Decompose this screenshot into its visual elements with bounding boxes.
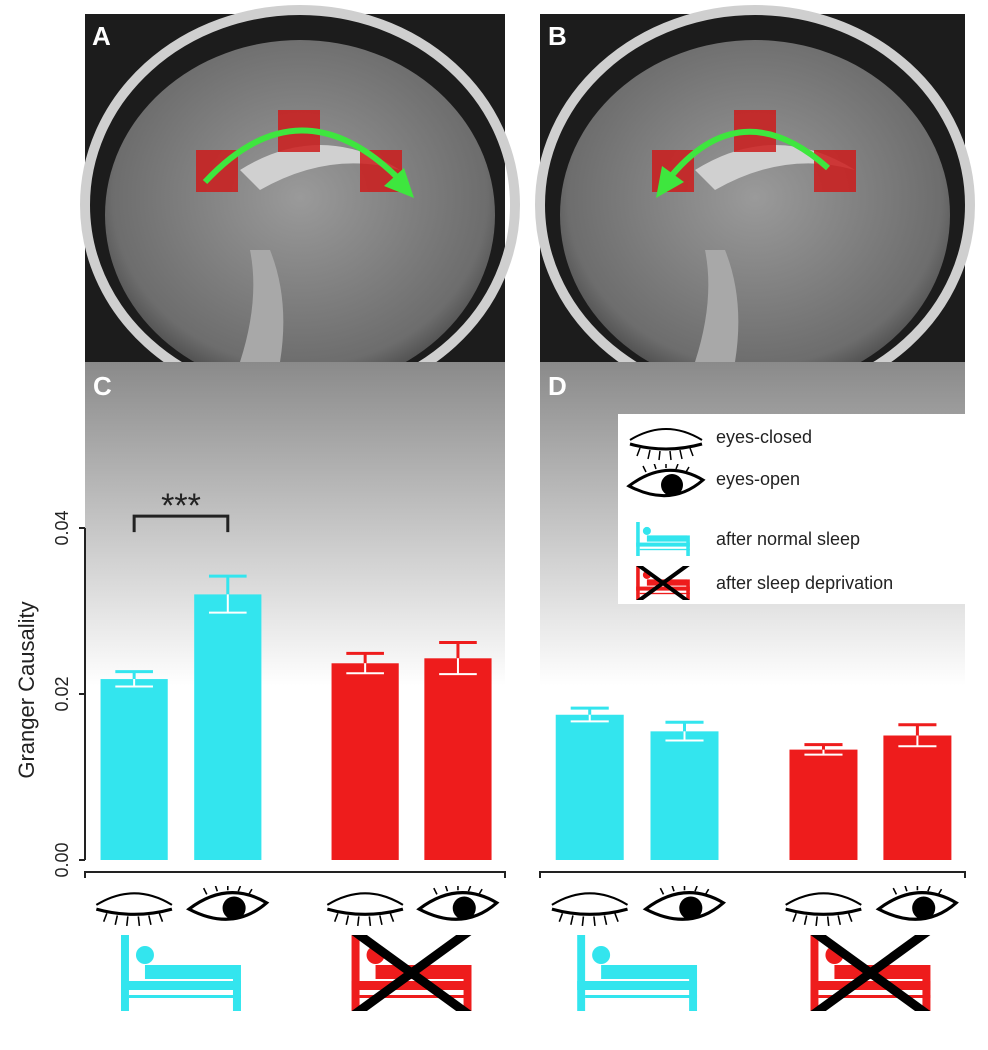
eye-icon [784, 891, 863, 928]
bar [194, 594, 262, 860]
eye-icon [876, 886, 958, 922]
error-bar-lower [570, 714, 609, 723]
bar [100, 679, 168, 860]
error-bar-upper [804, 743, 843, 750]
error-bar-lower [804, 749, 843, 756]
y-tick-label: 0.04 [52, 510, 72, 545]
panel-label: B [548, 21, 567, 51]
bar [424, 658, 492, 860]
brain-image-b [535, 5, 975, 405]
panel-label: A [92, 21, 111, 51]
legend-label: eyes-open [716, 469, 800, 489]
error-bar-upper [208, 574, 247, 595]
eye-icon [644, 886, 725, 922]
error-bar-lower [439, 658, 477, 676]
error-bar-lower [208, 594, 247, 614]
error-bar-lower [665, 731, 704, 742]
bar [883, 735, 952, 860]
error-bar-lower [115, 679, 153, 688]
bar [331, 663, 399, 860]
eye-icon [417, 886, 499, 922]
error-bar-lower [346, 663, 384, 675]
y-axis-label: Granger Causality [14, 601, 39, 778]
legend-label: eyes-closed [716, 427, 812, 447]
eye-icon [94, 891, 174, 928]
error-bar-upper [115, 670, 153, 680]
error-bar-upper [439, 641, 477, 659]
error-bar-upper [898, 723, 937, 736]
eye-icon [325, 891, 405, 928]
eye-icon [550, 891, 630, 928]
error-bar-upper [570, 706, 609, 715]
bed-icon [120, 935, 241, 1011]
error-bar-upper [346, 651, 384, 664]
panel-label: D [548, 371, 567, 401]
error-bar-lower [898, 735, 937, 748]
significance-bracket [132, 514, 230, 533]
y-tick-label: 0.00 [52, 842, 72, 877]
brain-image-a [80, 5, 520, 405]
significance-label: *** [161, 487, 201, 525]
y-tick-label: 0.02 [52, 676, 72, 711]
eye-icon [187, 886, 269, 922]
bed-icon [577, 935, 698, 1011]
bar [555, 714, 624, 860]
bar [789, 749, 858, 860]
legend-label: after sleep deprivation [716, 573, 893, 593]
x-axis [539, 871, 966, 878]
legend-label: after normal sleep [716, 529, 860, 549]
panel-label: C [93, 371, 112, 401]
x-axis [84, 871, 506, 878]
error-bar-upper [665, 720, 704, 732]
bar [650, 731, 719, 860]
